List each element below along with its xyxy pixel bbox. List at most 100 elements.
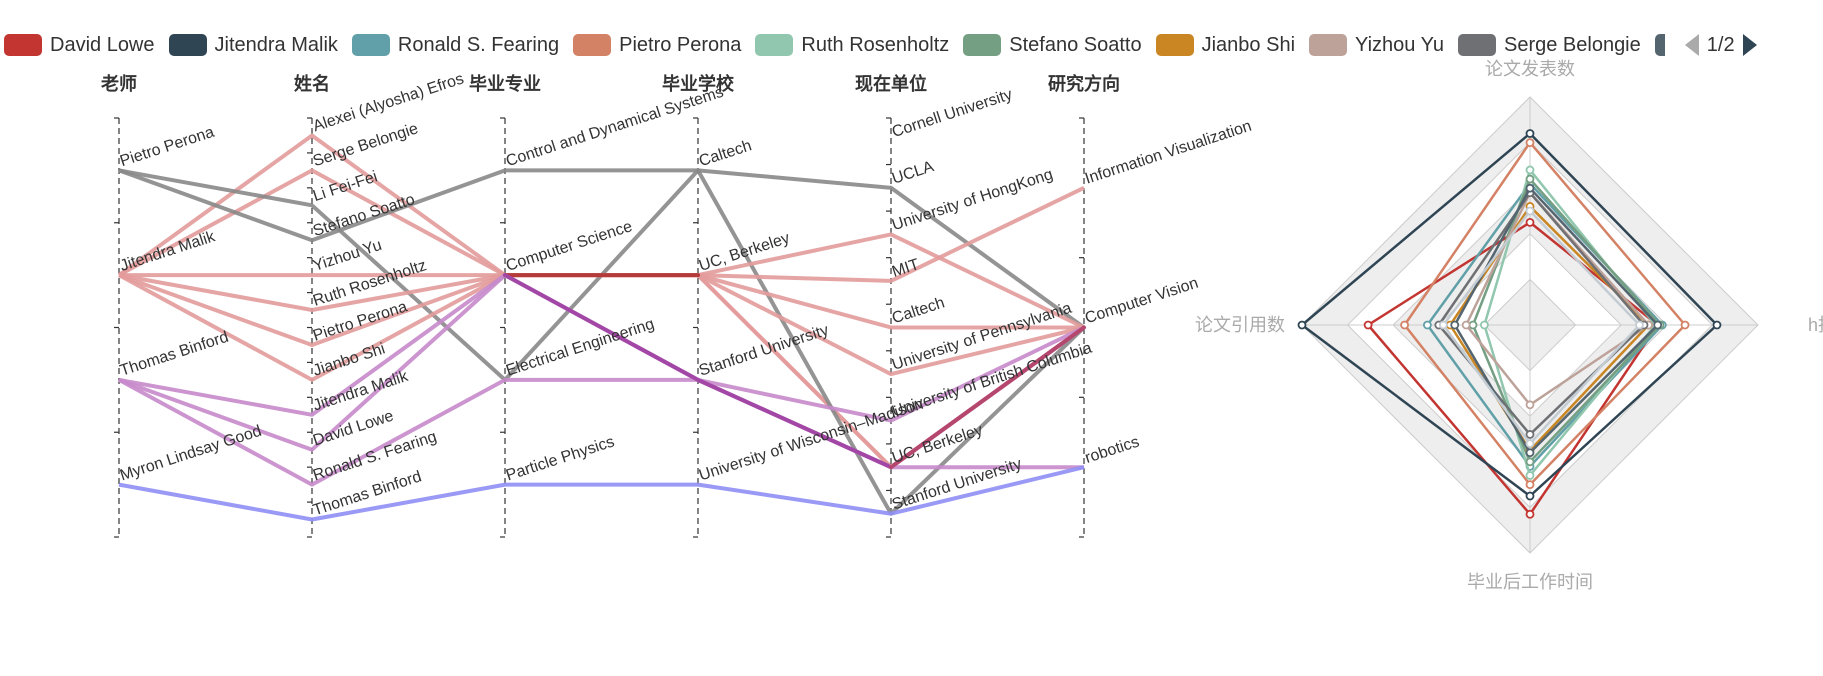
axis-title-3: 毕业学校 [662,73,735,94]
legend-label: Ruth Rosenholtz [801,33,950,56]
highlight-segment-1 [503,273,700,382]
pager-next-icon[interactable] [1742,34,1757,56]
tick-label-cornell-university: Cornell University [890,86,1014,141]
tick-label-electrical-engineering: Electrical Engineering [504,316,656,380]
radar-indicator-2: 毕业后工作时间 [1467,572,1593,592]
tick-label-control-and-dynamical-systems: Control and Dynamical Systems [504,84,726,171]
radar-point-ruth-rosenholtz-2 [1525,471,1535,480]
radar-point-li-fei-fei-3 [1438,320,1448,330]
legend-label: Jianbo Shi [1201,33,1296,56]
radar-chart: 论文发表数 h指数毕业后工作时间 论文引用数 [1195,59,1823,592]
legend-item-yizhou-yu[interactable]: Yizhou Yu [1309,34,1444,57]
radar-indicator-0: 论文发表数 [1485,59,1575,79]
parallel-line-ronald-s-fearing[interactable] [118,377,1084,487]
radar-point-jitendra-malik-1 [1712,320,1722,330]
parallel-line-yizhou-yu[interactable] [119,232,1085,330]
legend-swatch [1309,34,1348,56]
tick-label-information-visualization: Information Visualization [1083,118,1254,188]
radar-point-stefano-soatto-0 [1525,174,1535,184]
legend-swatch [4,34,42,56]
radar-point-alexei-alyosha-efros-0 [1525,183,1535,193]
legend-swatch [573,34,612,56]
radar-point-pietro-perona-3 [1400,320,1409,330]
axis-title-2: 毕业专业 [469,73,541,94]
tick-label-particle-physics: Particle Physics [504,433,617,484]
legend-item-david-lowe[interactable]: David Lowe [4,34,155,57]
tick-label-jitendra-malik: Jitendra Malik [118,228,218,275]
tick-label-alexei-alyosha-efros: Alexei (Alyosha) Efros [311,70,466,135]
radar-point-yizhou-yu-2 [1525,400,1535,410]
radar-series-li-fei-fei[interactable] [1438,206,1644,448]
tick-label-myron-lindsay-good: Myron Lindsay Good [118,423,264,485]
legend-label: Jitendra Malik [214,33,338,56]
radar-point-pietro-perona-0 [1525,138,1535,148]
tick-label-jianbo-shi: Jianbo Shi [311,340,387,379]
radar-point-ronald-s-fearing-3 [1423,320,1432,330]
radar-point-david-lowe-2 [1525,509,1535,519]
legend-swatch [168,34,207,56]
highlight-segment-3 [889,325,1086,470]
tick-label-robotics: robotics [1083,433,1142,466]
radar-point-li-fei-fei-2 [1525,439,1535,448]
radar-point-jitendra-malik-0 [1525,129,1535,138]
radar-indicator-3: 论文引用数 [1195,315,1285,335]
legend-swatch [1654,34,1665,56]
radar-point-serge-belongie-2 [1525,430,1535,439]
legend-swatch [963,34,1002,56]
radar-point-pietro-perona-2 [1525,480,1535,490]
legend-item-partial[interactable] [1654,34,1673,56]
legend-item-pietro-perona[interactable]: Pietro Perona [573,34,741,57]
pager-page-text: 1/2 [1706,33,1735,56]
radar-point-jitendra-malik-3 [1297,320,1307,330]
legend-label: Ronald S. Fearing [397,33,560,56]
radar-series-alexei-alyosha-efros[interactable] [1450,183,1663,458]
radar-point-ruth-rosenholtz-3 [1480,320,1489,330]
pager-prev-icon[interactable] [1684,34,1699,56]
legend-item-ronald-s-fearing[interactable]: Ronald S. Fearing [351,33,560,57]
radar-point-alexei-alyosha-efros-2 [1525,448,1535,458]
legend-item-stefano-soatto[interactable]: Stefano Soatto [963,33,1142,57]
tick-label-thomas-binford: Thomas Binford [118,329,231,380]
legend-item-ruth-rosenholtz[interactable]: Ruth Rosenholtz [755,34,949,57]
radar-point-stefano-soatto-2 [1525,457,1535,467]
tick-label-caltech: Caltech [890,294,947,327]
parallel-line-thomas-binford[interactable] [118,465,1085,522]
radar-point-david-lowe-0 [1525,217,1535,227]
legend: David Lowe Jitendra Malik Ronald S. Fearin… [4,28,1794,62]
highlight-segment-2 [696,377,893,470]
legend-swatch [1155,34,1194,56]
axis-title-1: 姓名 [294,73,330,94]
radar-series-jitendra-malik[interactable] [1297,129,1722,501]
radar-point-li-fei-fei-0 [1525,206,1535,216]
radar-point-li-fei-fei-1 [1635,320,1644,330]
tick-label-ucla: UCLA [890,158,936,187]
tick-label-uc-berkeley: UC, Berkeley [697,230,792,275]
tick-label-pietro-perona: Pietro Perona [118,124,216,170]
parallel-chart: 老师 姓名 毕业专业 毕业学校 现在单位 研究方向 Pietro Perona Jitendr… [101,70,1254,538]
legend-swatch [1457,34,1496,56]
legend-label: David Lowe [50,33,155,56]
legend-label: Pietro Perona [619,33,742,56]
parallel-lines [117,133,1086,522]
tick-label-yizhou-yu: Yizhou Yu [311,237,384,275]
radar-point-pietro-perona-1 [1680,320,1690,330]
radar-point-yizhou-yu-3 [1461,320,1471,330]
tick-label-caltech: Caltech [697,137,754,170]
radar-series-pietro-perona[interactable] [1400,138,1690,490]
axis-title-0: 老师 [101,73,137,94]
radar-point-david-lowe-3 [1363,320,1373,330]
legend-item-jitendra-malik[interactable]: Jitendra Malik [168,33,338,57]
legend-item-jianbo-shi[interactable]: Jianbo Shi [1155,33,1296,57]
legend-label: Stefano Soatto [1009,33,1142,56]
tick-label-computer-science: Computer Science [504,218,635,275]
parallel-line-stefano-soatto[interactable] [118,168,1086,330]
radar-point-jitendra-malik-2 [1525,491,1535,501]
legend-pager: 1/2 [1684,33,1757,57]
tick-label-uc-berkeley: UC, Berkeley [890,422,985,467]
tick-label-mit: MIT [890,256,922,281]
tick-label-computer-vision: Computer Vision [1083,275,1200,328]
legend-label: Yizhou Yu [1355,33,1444,56]
legend-item-serge-belongie[interactable]: Serge Belongie [1457,34,1641,57]
radar-point-alexei-alyosha-efros-3 [1450,320,1460,330]
